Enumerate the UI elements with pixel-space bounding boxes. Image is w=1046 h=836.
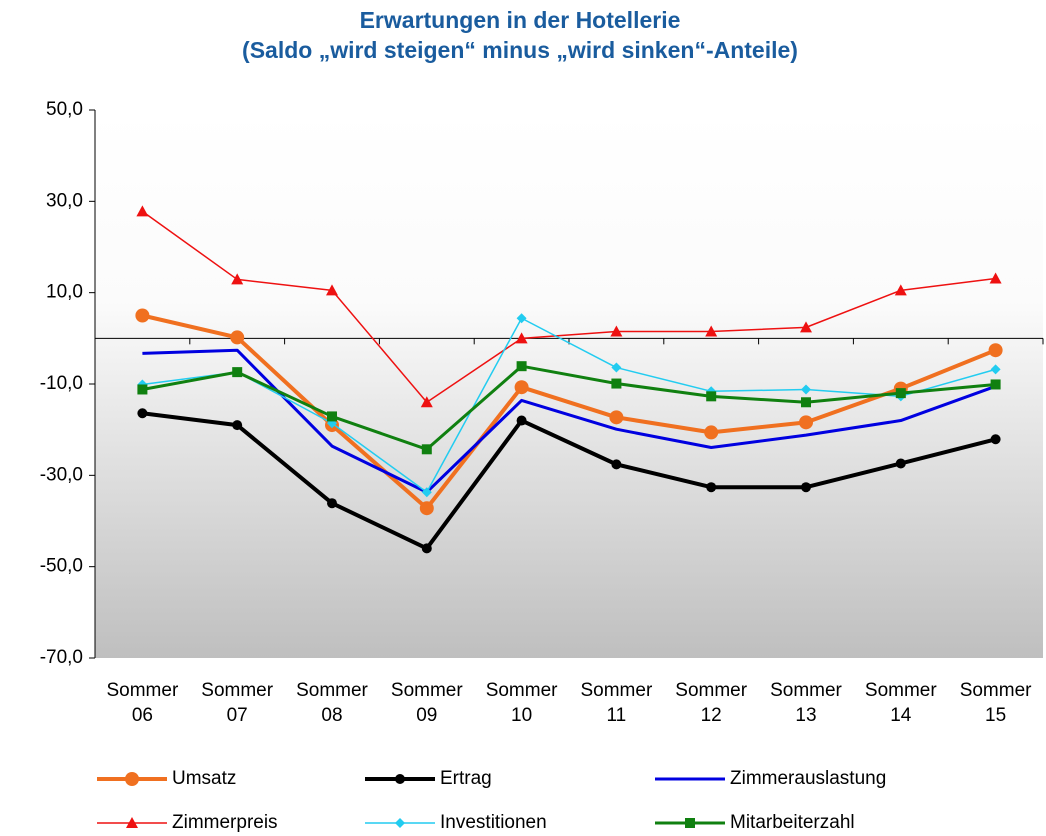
marker (990, 364, 1001, 375)
marker (395, 818, 405, 828)
series-line (141, 210, 996, 404)
y-tick-label: 30,0 (46, 190, 83, 211)
marker (327, 411, 337, 422)
marker (515, 332, 528, 344)
marker (421, 444, 432, 455)
marker (419, 501, 434, 516)
marker (420, 396, 433, 408)
marker (516, 361, 527, 372)
legend-label: Investitionen (440, 812, 547, 833)
x-tick-label: Sommer 08 (296, 680, 368, 726)
marker (611, 378, 622, 389)
marker (611, 459, 622, 470)
marker (421, 543, 432, 554)
series-line (142, 317, 996, 493)
marker (895, 388, 906, 399)
chart-subtitle: (Saldo „wird steigen“ minus „wird sinken… (242, 37, 798, 63)
marker (704, 425, 719, 440)
marker (137, 384, 148, 395)
x-tick-label: Sommer 10 (485, 680, 558, 726)
marker (610, 325, 623, 337)
legend-label: Mitarbeiterzahl (730, 812, 855, 833)
legend-label: Zimmerauslastung (730, 768, 886, 789)
marker (327, 498, 337, 509)
series-line (141, 313, 997, 511)
chart-title: Erwartungen in der Hotellerie (360, 7, 681, 33)
marker (990, 434, 1001, 445)
y-tick-label: 10,0 (46, 282, 83, 303)
marker (705, 325, 718, 337)
marker (514, 380, 529, 395)
x-tick-label: Sommer 07 (201, 680, 274, 726)
series-line (142, 411, 997, 551)
marker (126, 817, 138, 828)
legend-label: Umsatz (172, 768, 236, 789)
marker (799, 415, 813, 430)
marker (706, 482, 717, 493)
x-tick-label: Sommer 11 (580, 680, 653, 726)
marker (516, 313, 527, 324)
marker (232, 420, 243, 431)
x-tick-label: Sommer 13 (770, 680, 842, 726)
marker (135, 308, 150, 323)
marker (706, 391, 717, 402)
marker (989, 272, 1002, 284)
x-tick-label: Sommer 09 (390, 680, 463, 726)
y-tick-label: -30,0 (40, 464, 83, 485)
marker (125, 772, 139, 786)
marker (230, 330, 245, 345)
y-tick-label: 50,0 (46, 99, 83, 120)
marker (801, 397, 811, 408)
marker (800, 321, 812, 333)
y-tick-label: -70,0 (40, 647, 83, 668)
marker (990, 379, 1001, 390)
marker (516, 415, 527, 426)
y-tick-label: -10,0 (40, 373, 83, 394)
plot-area (95, 110, 1043, 658)
marker (894, 284, 907, 296)
marker (136, 205, 149, 217)
marker (232, 367, 243, 378)
marker (137, 408, 148, 419)
marker (988, 343, 1003, 358)
marker (609, 410, 624, 425)
marker (685, 818, 695, 828)
marker (231, 273, 244, 285)
x-tick-label: Sommer 06 (106, 680, 179, 726)
marker (395, 774, 405, 784)
x-tick-label: Sommer 15 (959, 680, 1032, 726)
marker (801, 384, 811, 395)
marker (326, 284, 338, 296)
series-line (142, 364, 996, 451)
marker (895, 458, 906, 469)
marker (421, 487, 432, 498)
y-tick-label: -50,0 (40, 556, 83, 577)
marker (611, 362, 622, 373)
legend-label: Ertrag (440, 768, 492, 789)
marker (801, 482, 811, 493)
legend-label: Zimmerpreis (172, 812, 278, 833)
x-tick-label: Sommer 14 (864, 680, 937, 726)
x-tick-label: Sommer 12 (675, 680, 748, 726)
